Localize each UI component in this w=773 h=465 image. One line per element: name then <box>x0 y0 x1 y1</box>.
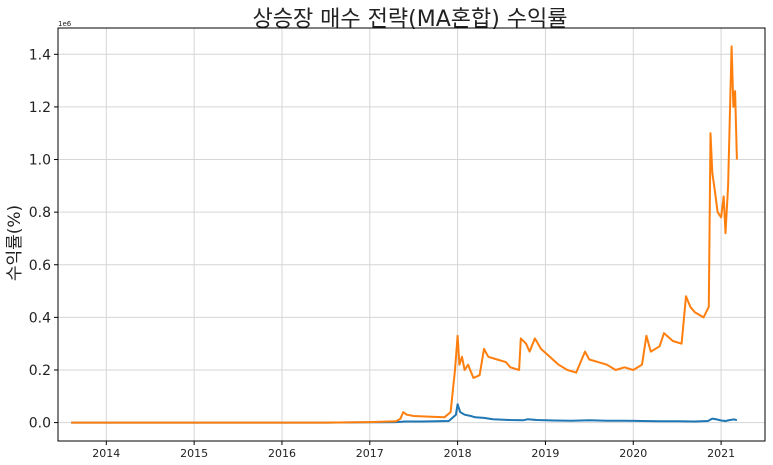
y-tick-label: 0.0 <box>29 416 51 432</box>
x-tick-label: 2021 <box>707 447 735 460</box>
x-tick-label: 2017 <box>356 447 384 460</box>
series-line-2 <box>71 45 738 424</box>
x-tick-label: 2015 <box>180 447 208 460</box>
y-tick-label: 0.8 <box>29 205 51 221</box>
y-tick-label: 0.6 <box>29 258 51 274</box>
x-tick-label: 2014 <box>92 447 120 460</box>
x-tick-label: 2020 <box>619 447 647 460</box>
y-tick-label: 0.2 <box>29 363 51 379</box>
y-tick-label: 1.2 <box>29 100 51 116</box>
y-tick-label: 1.0 <box>29 153 51 169</box>
y-offset-label: 1e6 <box>58 20 72 28</box>
x-tick-label: 2016 <box>268 447 296 460</box>
y-tick-label: 0.4 <box>29 310 51 326</box>
grid <box>58 28 765 441</box>
y-tick-label: 1.4 <box>29 47 51 63</box>
x-tick-label: 2018 <box>444 447 472 460</box>
y-axis-label: 수익률(%) <box>5 205 25 281</box>
x-tick-label: 2019 <box>531 447 559 460</box>
series-lines <box>71 45 738 424</box>
plot-frame <box>57 27 766 442</box>
ticks: 2014 2015 2016 2017 2018 2019 2020 2021 0.0 0.2 0.… <box>29 47 735 460</box>
series-line-1 <box>71 403 738 424</box>
